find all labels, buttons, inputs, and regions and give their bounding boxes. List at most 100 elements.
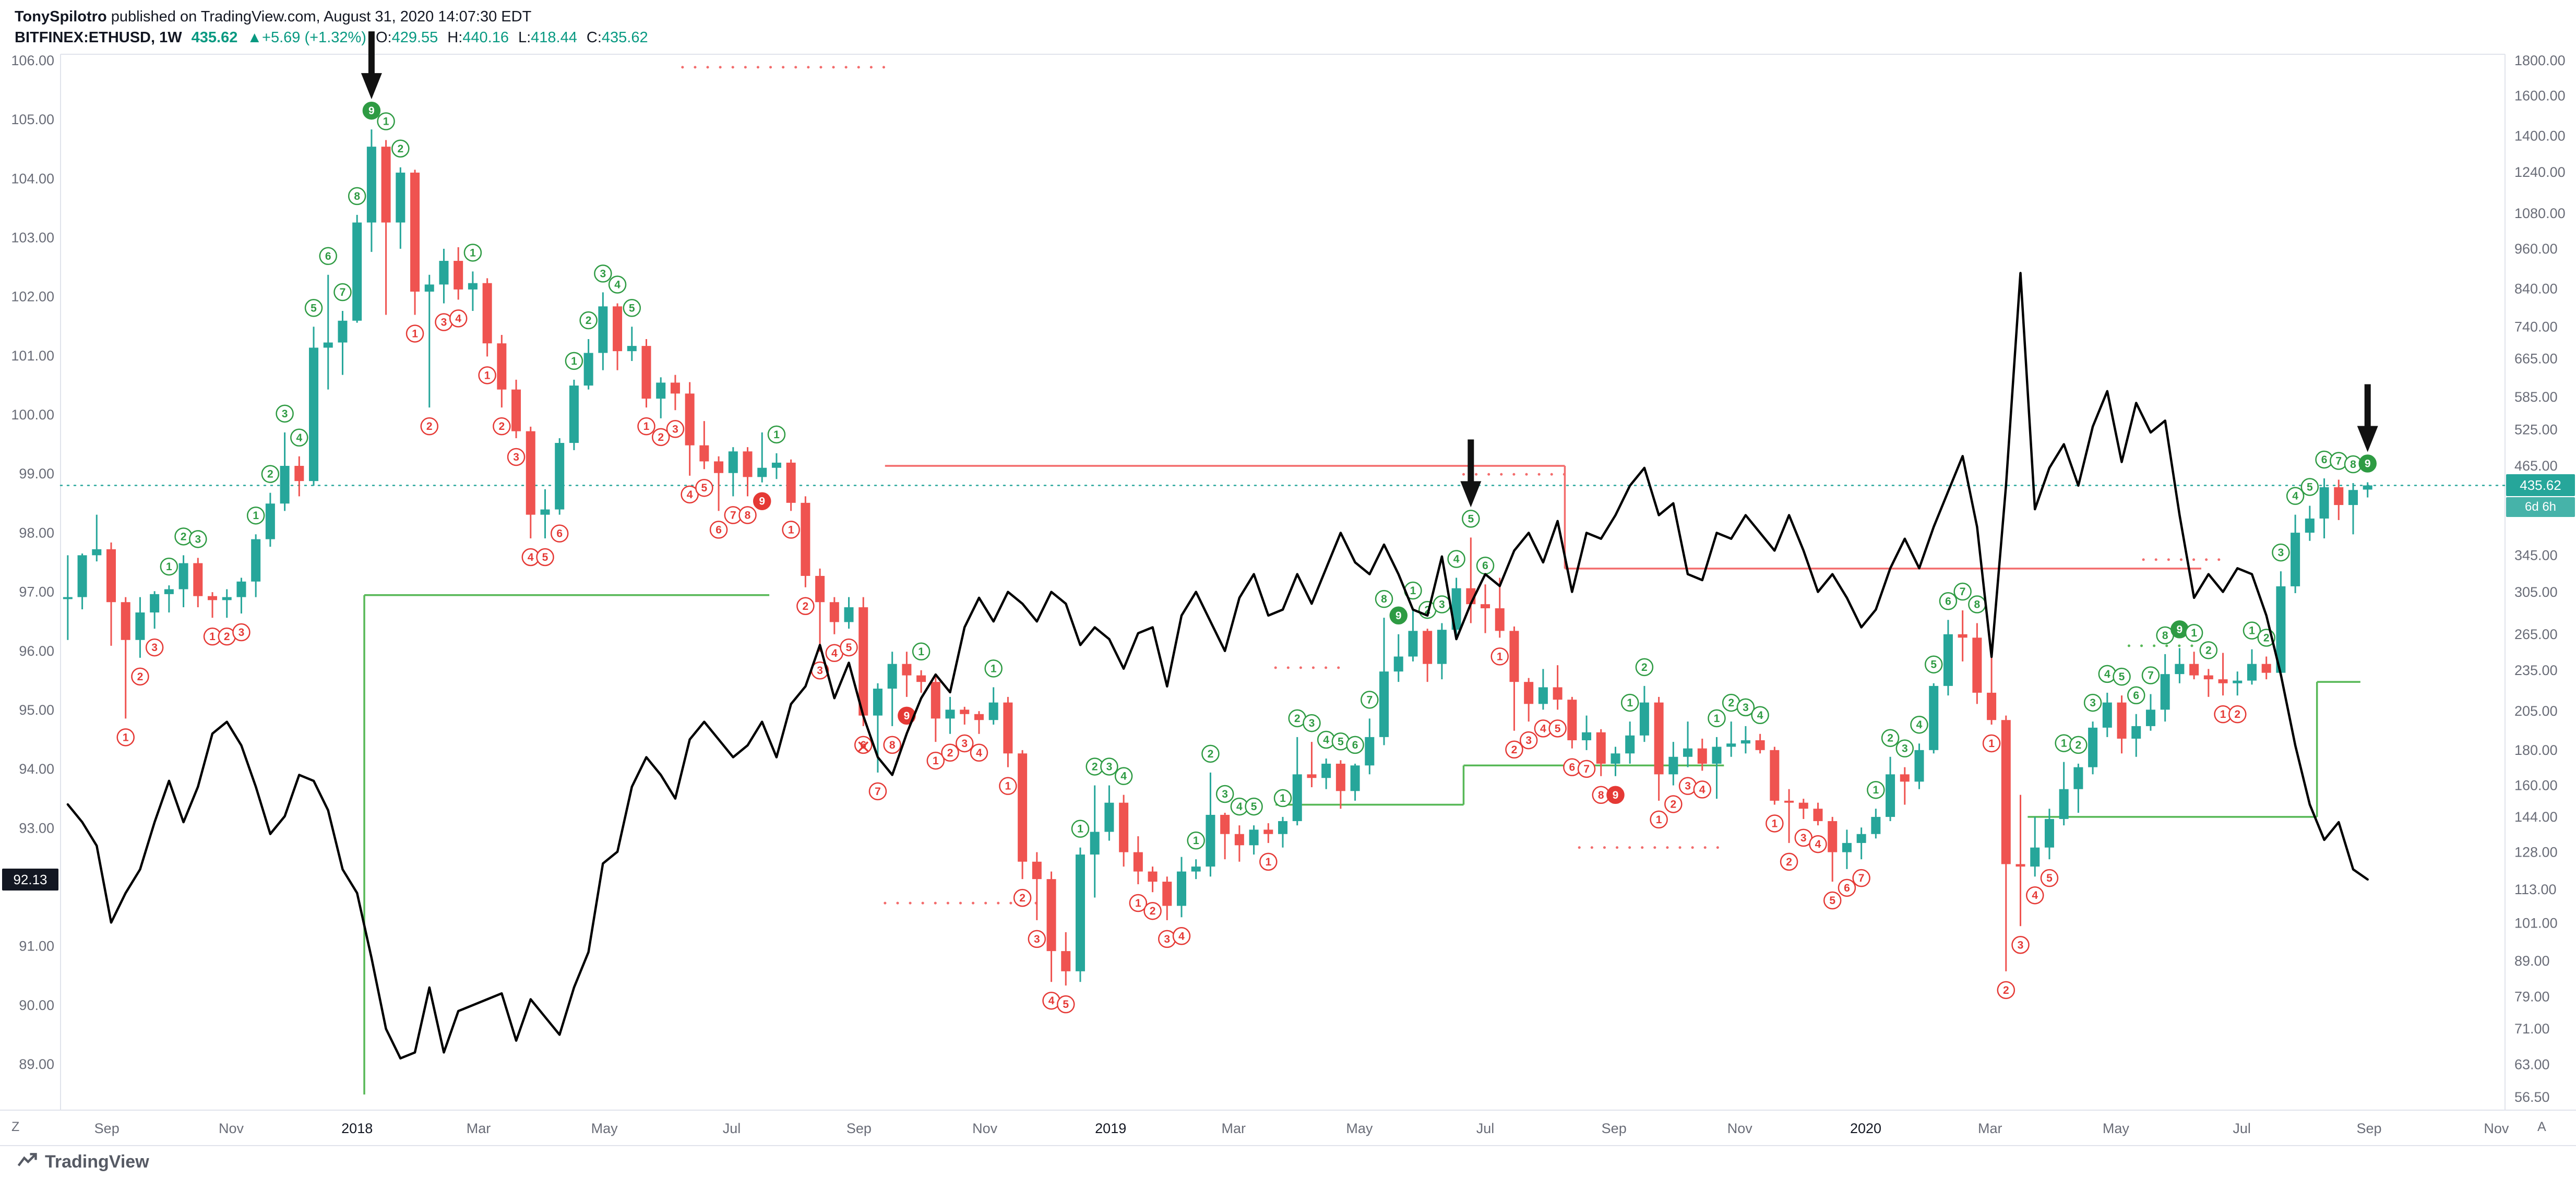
- svg-text:2: 2: [1728, 697, 1734, 709]
- svg-text:3: 3: [238, 627, 245, 639]
- svg-text:Sep: Sep: [1602, 1121, 1627, 1136]
- svg-text:79.00: 79.00: [2514, 989, 2550, 1005]
- svg-text:2: 2: [1887, 732, 1893, 744]
- svg-text:1240.00: 1240.00: [2514, 164, 2566, 180]
- svg-text:101.00: 101.00: [11, 348, 54, 364]
- svg-text:6: 6: [1844, 882, 1850, 894]
- svg-text:1: 1: [1280, 792, 1286, 804]
- svg-text:128.00: 128.00: [2514, 845, 2558, 860]
- timezone-button[interactable]: Z: [11, 1120, 20, 1134]
- low-label: L:: [518, 29, 531, 46]
- svg-text:100.00: 100.00: [11, 407, 54, 423]
- svg-text:2: 2: [1019, 892, 1025, 904]
- right-price-scale[interactable]: [2505, 54, 2576, 1110]
- svg-text:5: 5: [1338, 736, 1344, 748]
- svg-text:4: 4: [1236, 801, 1243, 813]
- svg-text:5: 5: [701, 482, 708, 494]
- svg-text:104.00: 104.00: [11, 171, 54, 186]
- svg-text:5: 5: [2119, 671, 2125, 683]
- svg-text:1: 1: [571, 355, 577, 367]
- svg-text:2: 2: [658, 431, 664, 443]
- svg-text:6: 6: [715, 524, 722, 536]
- svg-text:265.00: 265.00: [2514, 627, 2558, 642]
- close-value: 435.62: [601, 29, 648, 46]
- svg-text:2: 2: [2003, 984, 2009, 996]
- svg-text:May: May: [1346, 1121, 1373, 1136]
- svg-text:3: 3: [195, 533, 201, 545]
- last-price-badge: 435.62: [2506, 474, 2575, 497]
- symbol-readout: BITFINEX:ETHUSD, 1W 435.62 ▲+5.69 (+1.32%)…: [15, 27, 648, 48]
- svg-text:Nov: Nov: [219, 1121, 244, 1136]
- svg-text:7: 7: [1583, 763, 1590, 775]
- svg-text:2: 2: [1641, 661, 1648, 673]
- svg-text:5: 5: [1930, 659, 1937, 671]
- svg-text:2: 2: [1092, 761, 1098, 773]
- svg-text:2: 2: [947, 747, 953, 759]
- tradingview-logo[interactable]: TradingView: [16, 1150, 149, 1173]
- svg-text:1: 1: [1410, 585, 1416, 597]
- svg-text:8: 8: [745, 509, 751, 521]
- byline-rest: published on TradingView.com, August 31,…: [106, 8, 532, 25]
- svg-text:2: 2: [803, 600, 809, 612]
- close-label: C:: [586, 29, 602, 46]
- svg-text:63.00: 63.00: [2514, 1057, 2550, 1073]
- auto-scale-button[interactable]: A: [2537, 1120, 2546, 1134]
- footer-bar: TradingView: [0, 1146, 2576, 1179]
- svg-text:3: 3: [513, 451, 519, 463]
- svg-text:1: 1: [1193, 835, 1199, 847]
- svg-text:7: 7: [730, 509, 736, 521]
- svg-text:2: 2: [1294, 713, 1301, 725]
- svg-text:6: 6: [1482, 560, 1488, 572]
- svg-text:3: 3: [2090, 697, 2096, 709]
- svg-text:6: 6: [860, 739, 866, 751]
- svg-text:1: 1: [1265, 856, 1271, 868]
- svg-text:97.00: 97.00: [19, 584, 54, 600]
- left-price-scale[interactable]: [0, 54, 61, 1110]
- svg-text:3: 3: [600, 268, 606, 280]
- svg-text:5: 5: [2307, 481, 2313, 493]
- svg-text:3: 3: [672, 423, 678, 435]
- svg-text:4: 4: [2104, 668, 2110, 680]
- svg-text:8: 8: [354, 190, 360, 202]
- svg-text:2: 2: [586, 315, 592, 327]
- svg-text:5: 5: [846, 642, 852, 654]
- bar-countdown-badge: 6d 6h: [2506, 497, 2575, 518]
- svg-text:345.00: 345.00: [2514, 547, 2558, 563]
- tradingview-logo-icon: [16, 1150, 39, 1173]
- svg-text:4: 4: [1048, 995, 1055, 1007]
- byline: TonySpilotro published on TradingView.co…: [15, 6, 648, 27]
- svg-text:106.00: 106.00: [11, 53, 54, 68]
- svg-text:91.00: 91.00: [19, 939, 54, 954]
- svg-text:3: 3: [1902, 743, 1908, 755]
- svg-text:7: 7: [1858, 872, 1865, 884]
- svg-text:465.00: 465.00: [2514, 458, 2558, 474]
- svg-text:89.00: 89.00: [2514, 953, 2550, 969]
- svg-text:1: 1: [933, 755, 939, 767]
- svg-text:99.00: 99.00: [19, 466, 54, 482]
- svg-text:2020: 2020: [1850, 1121, 1881, 1136]
- svg-text:5: 5: [1063, 998, 1069, 1010]
- plot-pan-area[interactable]: [61, 54, 2505, 1110]
- svg-text:4: 4: [455, 312, 461, 324]
- svg-text:6: 6: [1352, 739, 1358, 751]
- svg-text:3: 3: [1525, 735, 1532, 747]
- svg-text:6: 6: [1945, 595, 1951, 607]
- svg-text:1: 1: [643, 420, 650, 432]
- svg-text:3: 3: [1164, 933, 1170, 945]
- svg-text:1: 1: [773, 429, 780, 441]
- svg-text:2: 2: [1786, 856, 1792, 868]
- symbol-title[interactable]: BITFINEX:ETHUSD, 1W: [15, 29, 182, 46]
- svg-text:2: 2: [1511, 744, 1518, 756]
- svg-text:9: 9: [368, 105, 375, 117]
- svg-text:3: 3: [1743, 702, 1749, 714]
- time-scale[interactable]: [0, 1110, 2576, 1146]
- byline-author: TonySpilotro: [15, 8, 107, 25]
- svg-text:4: 4: [1120, 771, 1127, 783]
- svg-text:8: 8: [2162, 630, 2168, 642]
- svg-text:6: 6: [556, 528, 563, 540]
- svg-text:4: 4: [1815, 838, 1821, 850]
- svg-text:8: 8: [1381, 593, 1387, 605]
- svg-text:Nov: Nov: [1727, 1121, 1753, 1136]
